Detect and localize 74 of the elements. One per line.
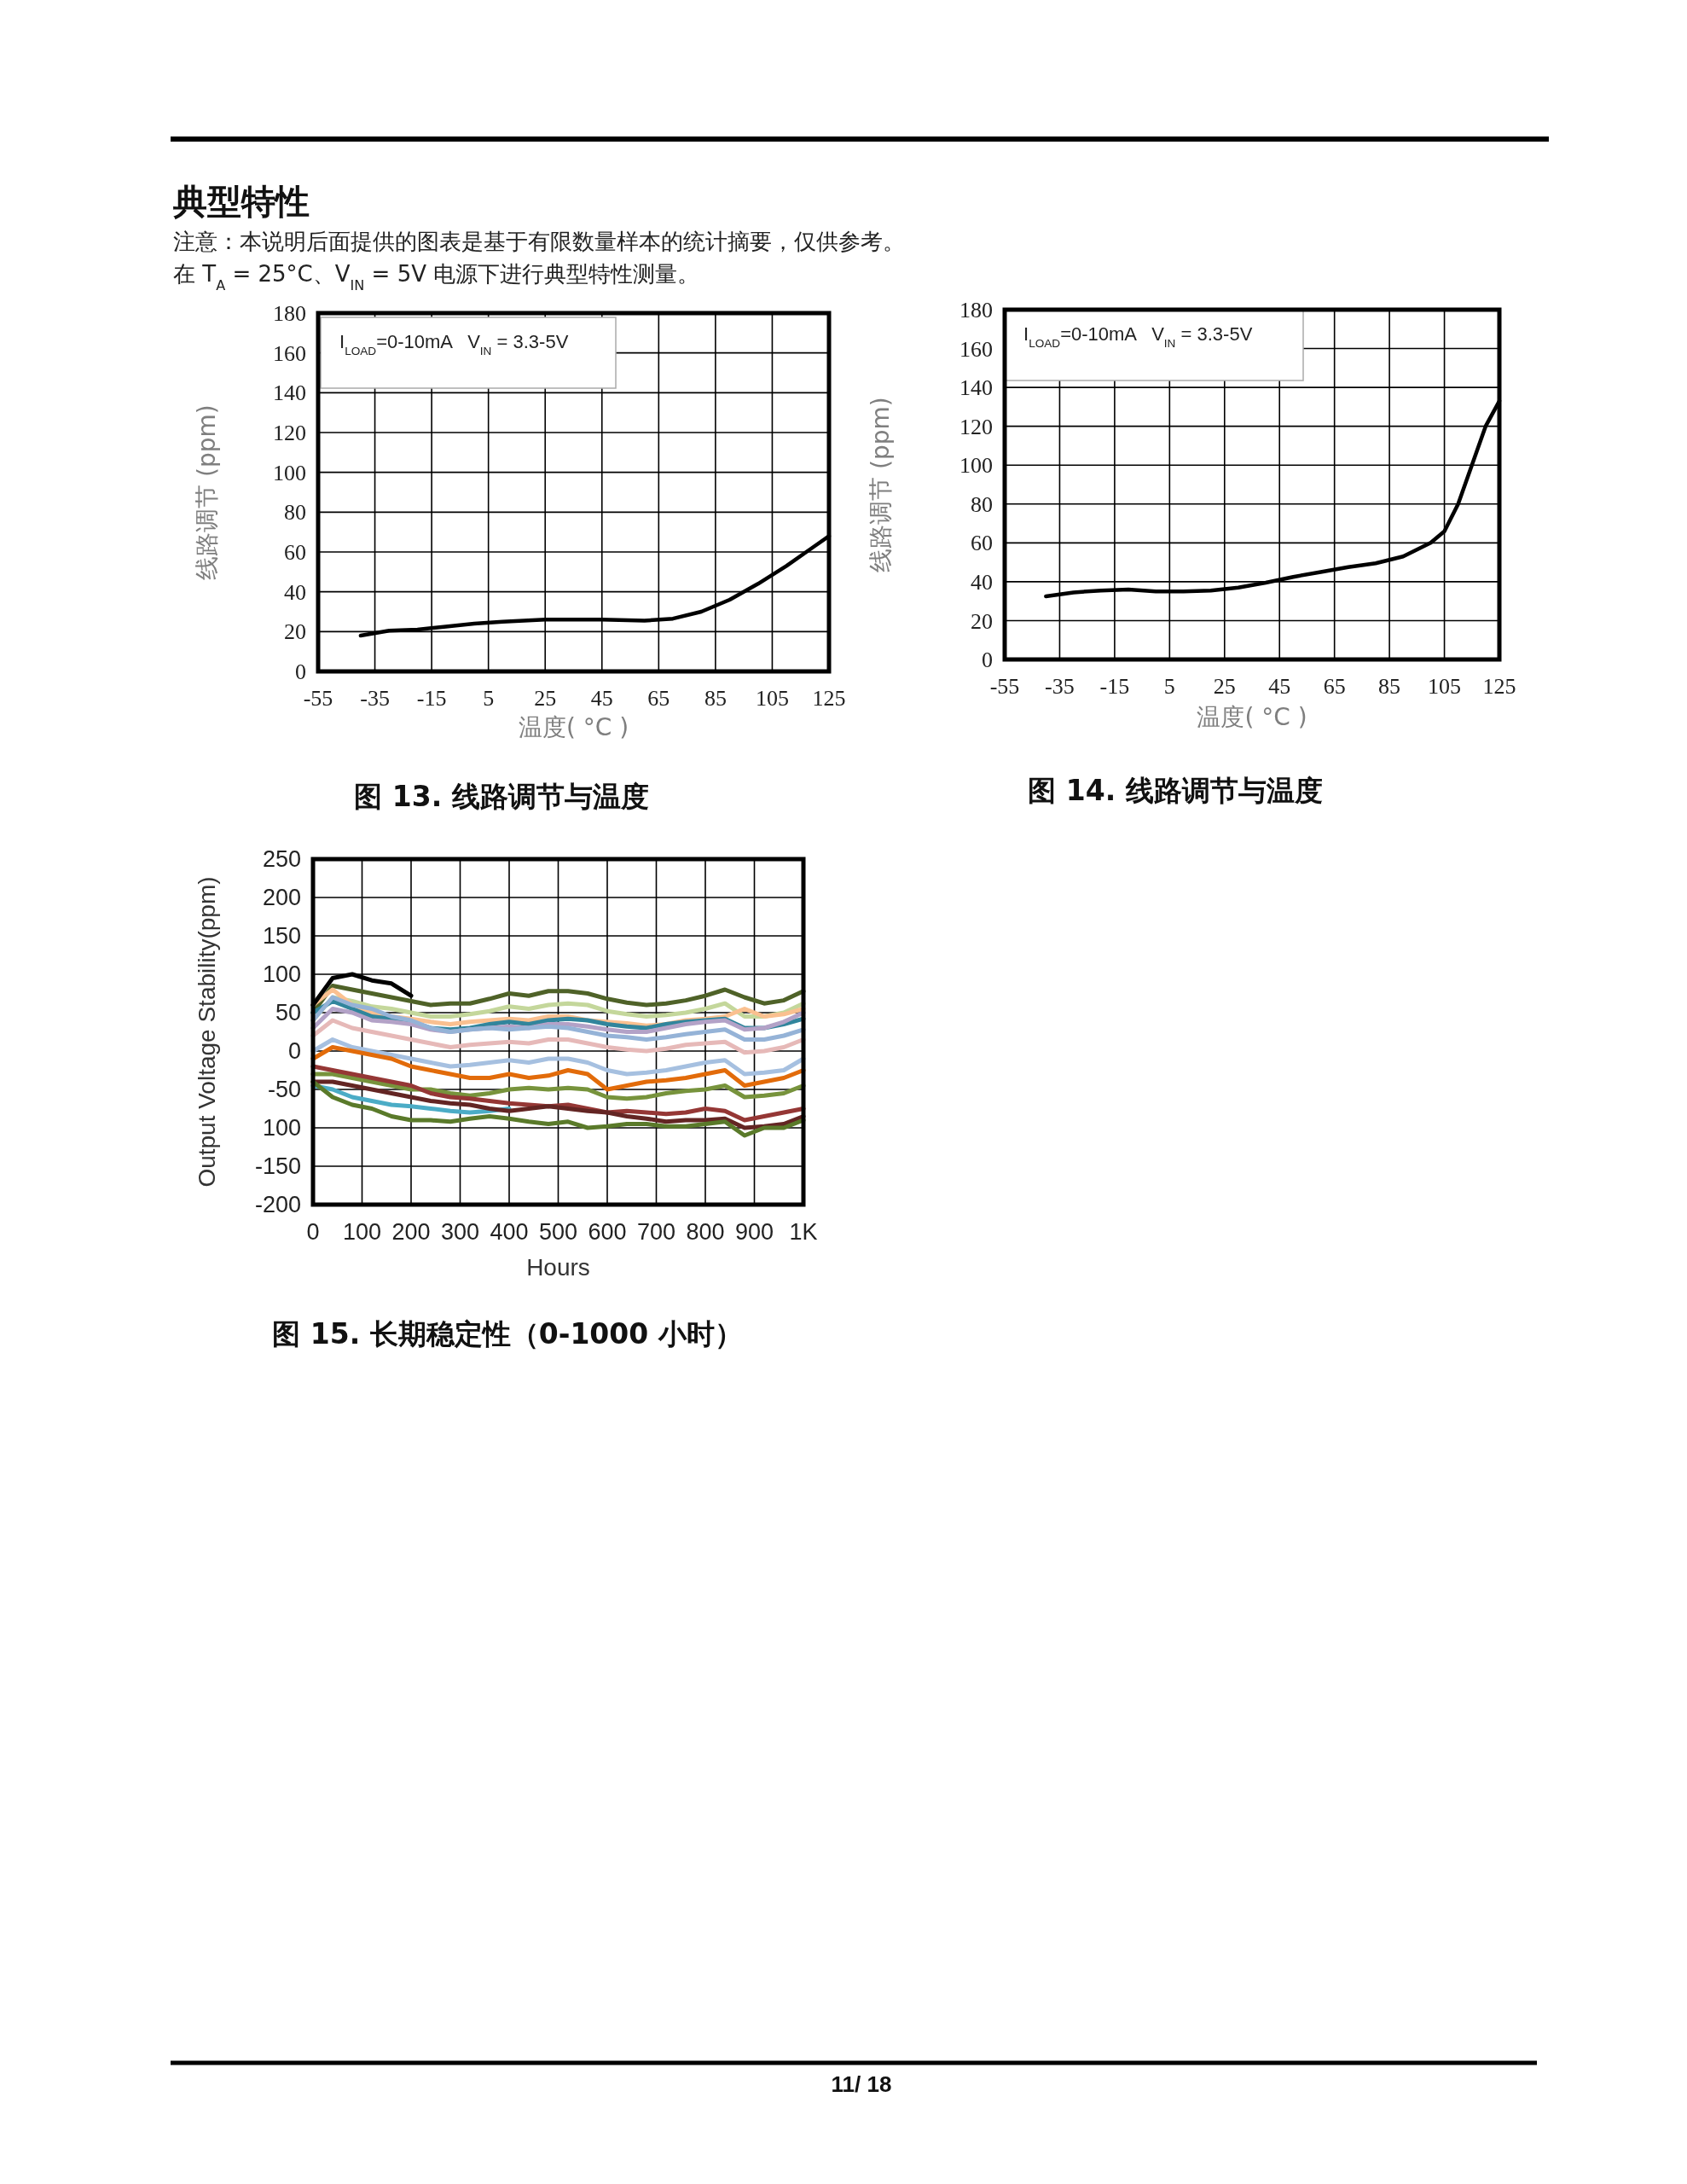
x-tick-label: 65 xyxy=(1323,674,1346,699)
y-tick-label: 100 xyxy=(959,453,993,479)
y-tick-label: 80 xyxy=(284,500,306,526)
y-tick-label: 0 xyxy=(982,648,993,673)
x-tick-label: 400 xyxy=(490,1219,529,1245)
y-tick-label: 100 xyxy=(262,961,301,988)
x-tick-label: 65 xyxy=(647,686,670,711)
y-tick-label: 100 xyxy=(262,1115,301,1141)
x-tick-label: 25 xyxy=(534,686,557,711)
text: 图 14. 线路调节与温度 xyxy=(1028,774,1323,807)
x-tick-label: 125 xyxy=(1482,674,1516,699)
y-tick-label: 60 xyxy=(971,531,993,556)
x-tick-label: 85 xyxy=(1378,674,1401,699)
y-tick-label: 40 xyxy=(971,569,993,595)
x-tick-label: 105 xyxy=(755,686,789,711)
x-tick-label: 300 xyxy=(440,1219,480,1245)
y-tick-label: 20 xyxy=(284,619,306,645)
y-tick-label: 180 xyxy=(959,298,993,323)
y-tick-label: 160 xyxy=(959,336,993,362)
y-tick-label: 100 xyxy=(273,460,306,485)
y-tick-label: -200 xyxy=(254,1192,301,1218)
y-tick-label: -150 xyxy=(254,1153,301,1180)
y-axis-title: 线路调节 (ppm) xyxy=(867,397,895,572)
y-tick-label: 120 xyxy=(959,414,993,439)
y-tick-label: 250 xyxy=(262,846,301,873)
x-tick-label: 800 xyxy=(686,1219,725,1245)
x-tick-label: -15 xyxy=(1099,674,1130,699)
y-tick-label: 60 xyxy=(284,540,306,566)
y-tick-label: 200 xyxy=(262,885,301,911)
x-tick-label: -35 xyxy=(360,686,390,711)
x-axis-title: 温度( °C ) xyxy=(1197,703,1307,731)
y-tick-label: -50 xyxy=(267,1077,301,1103)
x-tick-label: -15 xyxy=(416,686,447,711)
x-tick-label: 5 xyxy=(483,686,495,711)
x-tick-label: 900 xyxy=(734,1219,774,1245)
x-axis-title: 温度( °C ) xyxy=(518,713,629,741)
x-tick-label: 25 xyxy=(1213,674,1236,699)
x-axis-title: Hours xyxy=(526,1254,590,1281)
x-tick-label: 200 xyxy=(391,1219,431,1245)
x-tick-label: 5 xyxy=(1163,674,1175,699)
x-tick-label: -55 xyxy=(303,686,333,711)
x-tick-label: 85 xyxy=(704,686,727,711)
y-tick-label: 140 xyxy=(273,380,306,406)
annotation: I$_{LOAD}$=0-10mA V$_{IN}$ = 3.3-5V xyxy=(339,331,569,357)
y-axis-title: 线路调节 (ppm) xyxy=(193,404,221,580)
x-tick-label: 1K xyxy=(789,1219,818,1245)
x-tick-label: 700 xyxy=(636,1219,676,1245)
y-tick-label: 140 xyxy=(959,375,993,401)
x-tick-label: -55 xyxy=(989,674,1020,699)
y-tick-label: 150 xyxy=(262,923,301,950)
y-tick-label: 40 xyxy=(284,579,306,605)
text: 典型特性 xyxy=(172,182,310,221)
text: 11/ 18 xyxy=(831,2071,892,2097)
x-tick-label: 45 xyxy=(1268,674,1291,699)
y-tick-label: 0 xyxy=(287,1038,301,1065)
y-axis-title: Output Voltage Stability(ppm) xyxy=(194,876,220,1188)
x-tick-label: 125 xyxy=(812,686,846,711)
text: 图 13. 线路调节与温度 xyxy=(354,780,649,813)
y-tick-label: 160 xyxy=(273,340,306,366)
text: 图 15. 长期稳定性（0-1000 小时） xyxy=(272,1317,743,1350)
x-tick-label: 500 xyxy=(538,1219,578,1245)
y-tick-label: 180 xyxy=(273,301,306,327)
y-tick-label: 20 xyxy=(971,608,993,634)
x-tick-label: 105 xyxy=(1428,674,1462,699)
y-tick-label: 80 xyxy=(971,491,993,517)
y-tick-label: 50 xyxy=(275,1000,301,1026)
annotation: I$_{LOAD}$=0-10mA V$_{IN}$ = 3.3-5V xyxy=(1023,323,1253,350)
y-tick-label: 120 xyxy=(273,421,306,446)
x-tick-label: -35 xyxy=(1045,674,1075,699)
x-tick-label: 100 xyxy=(342,1219,382,1245)
x-tick-label: 45 xyxy=(590,686,613,711)
text: 注意：本说明后面提供的图表是基于有限数量样本的统计摘要，仅供参考。 xyxy=(173,229,905,254)
text: 在 T$_{A}$ = 25°C、V$_{IN}$ = 5V 电源下进行典型特性测量。 xyxy=(173,261,700,293)
x-tick-label: 600 xyxy=(588,1219,627,1245)
